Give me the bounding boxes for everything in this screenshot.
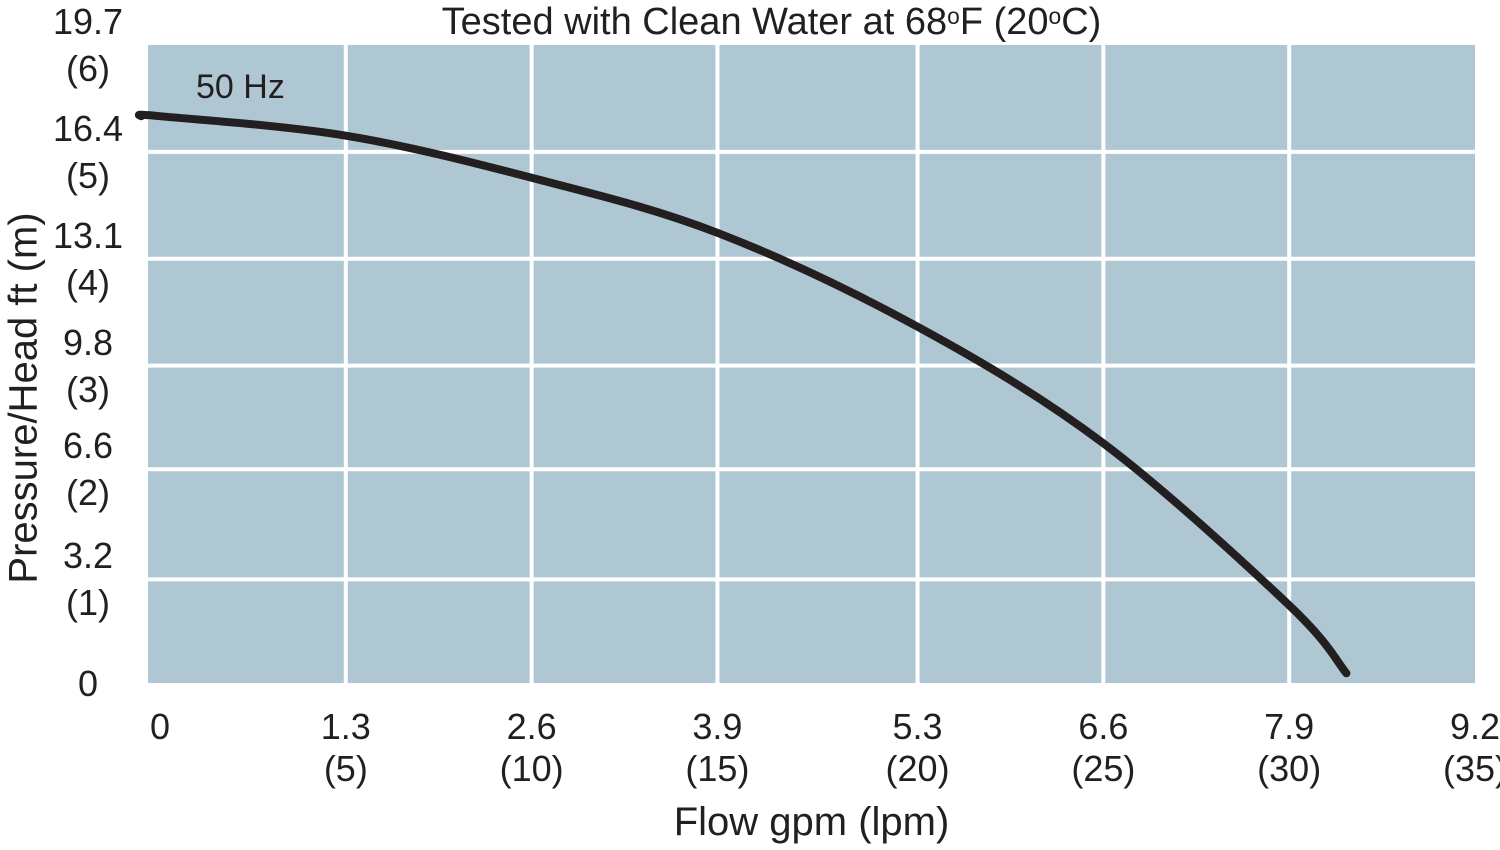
y-tick-ft-value: 16.4 (52, 107, 124, 149)
y-tick-ft-value: 13.1 (52, 214, 124, 256)
x-tick-lpm-value: (30) (1257, 748, 1322, 789)
pump-curve-50hz (134, 110, 1351, 678)
y-tick-ft-value: 0 (77, 662, 99, 704)
y-tick-m-value: (3) (66, 368, 110, 410)
y-tick-ft-value: 9.8 (62, 321, 114, 363)
y-tick-label: 0 (30, 635, 146, 731)
x-tick-gpm-value: 5.3 (892, 706, 943, 747)
y-tick-label: 6.6 (2) (30, 421, 146, 517)
chart-title-text-3: C) (1061, 1, 1102, 43)
x-tick-label: 6.6 (25) (1033, 706, 1173, 790)
y-tick-m-value: (4) (66, 261, 110, 303)
y-tick-label: 16.4 (5) (30, 104, 146, 200)
x-tick-lpm-value: (35) (1442, 748, 1500, 789)
y-tick-m-value: (5) (66, 154, 110, 196)
x-tick-label: 7.9 (30) (1219, 706, 1359, 790)
x-tick-lpm-value: (25) (1071, 748, 1136, 789)
x-tick-gpm-value: 1.3 (320, 706, 371, 747)
chart-title-text-1: Tested with Clean Water at 68 (441, 1, 948, 43)
x-tick-label: 1.3 (5) (276, 706, 416, 790)
x-tick-lpm-value: (10) (499, 748, 564, 789)
chart-title-text-2: F (20 (959, 1, 1049, 43)
x-axis-title: Flow gpm (lpm) (673, 800, 950, 844)
degree-superscript-c: o (1048, 2, 1062, 29)
curve-label-50hz: 50 Hz (196, 68, 285, 106)
x-tick-lpm-value: (15) (685, 748, 750, 789)
y-tick-ft-value: 3.2 (62, 535, 114, 577)
x-tick-gpm-value: 9.2 (1449, 706, 1500, 747)
y-tick-m-value: (6) (66, 48, 110, 89)
y-tick-ft-value: 6.6 (62, 425, 114, 467)
chart-title: Tested with Clean Water at 68oF (20oC) (108, 0, 1435, 44)
x-tick-label: 0 (90, 706, 230, 748)
y-tick-m-value: (2) (66, 472, 110, 514)
x-tick-label: 2.6 (10) (462, 706, 602, 790)
degree-superscript-f: o (947, 2, 960, 29)
x-tick-gpm-value: 0 (149, 706, 171, 747)
y-tick-ft-value: 19.7 (52, 1, 124, 42)
x-tick-lpm-value: (20) (885, 748, 950, 789)
x-tick-label: 5.3 (20) (848, 706, 988, 790)
y-tick-m-value: (1) (66, 582, 110, 624)
x-tick-label: 3.9 (15) (647, 706, 787, 790)
y-tick-label: 13.1 (4) (30, 211, 146, 307)
x-tick-lpm-value: (5) (323, 748, 368, 789)
x-tick-gpm-value: 2.6 (506, 706, 557, 747)
x-tick-label: 9.2(35) (1405, 706, 1500, 790)
y-tick-label: 9.8 (3) (30, 318, 146, 414)
y-tick-label: 19.7 (6) (30, 0, 146, 93)
x-tick-gpm-value: 3.9 (692, 706, 743, 747)
y-tick-label: 3.2 (1) (30, 531, 146, 627)
x-tick-gpm-value: 6.6 (1078, 706, 1129, 747)
x-tick-gpm-value: 7.9 (1264, 706, 1315, 747)
